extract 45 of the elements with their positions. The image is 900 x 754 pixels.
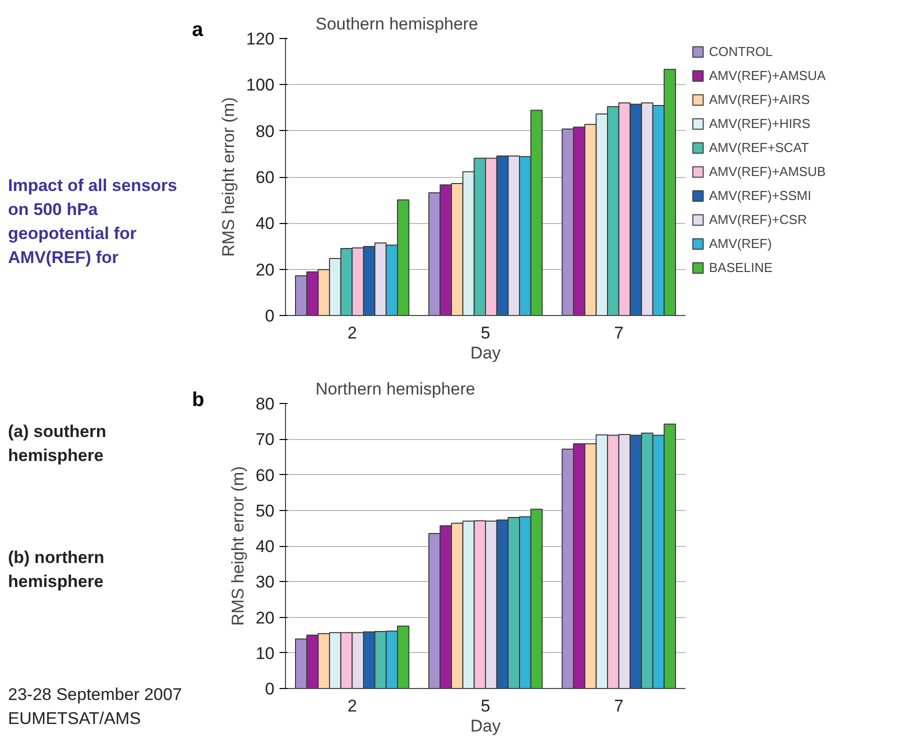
legend-label: AMV(REF)+AMSUB bbox=[709, 164, 826, 179]
y-tick-label: 40 bbox=[256, 537, 275, 556]
legend-label: AMV(REF)+HIRS bbox=[709, 116, 810, 131]
y-tick-label: 10 bbox=[256, 644, 275, 663]
legend-label: AMV(REF)+AIRS bbox=[709, 92, 810, 107]
legend-label: AMV(REF)+AMSUA bbox=[709, 68, 826, 83]
y-tick-label: 20 bbox=[256, 608, 275, 628]
legend-label: AMV(REF)+CSR bbox=[709, 212, 807, 227]
y-tick-label: 80 bbox=[256, 394, 275, 414]
y-tick-label: 0 bbox=[265, 306, 275, 326]
x-tick-label: 7 bbox=[614, 324, 624, 342]
x-tick-label: 5 bbox=[480, 696, 490, 716]
x-axis-title: Day bbox=[470, 716, 502, 736]
legend-label: BASELINE bbox=[709, 260, 773, 275]
legend-label: AMV(REF)+SSMI bbox=[709, 188, 812, 203]
y-axis-title: RMS height error (m) bbox=[228, 466, 248, 626]
y-tick-label: 20 bbox=[256, 260, 275, 280]
text: Impact of all sensors on 500 hPa geopotential for AMV(REF) for bbox=[8, 175, 178, 269]
y-tick-label: 100 bbox=[246, 76, 275, 95]
text: b bbox=[192, 388, 206, 412]
y-tick-label: 70 bbox=[256, 430, 275, 450]
y-tick-label: 50 bbox=[256, 501, 275, 520]
text: (a) southern hemisphere bbox=[8, 421, 108, 467]
legend-label: AMV(REF+SCAT bbox=[709, 140, 809, 155]
x-tick-label: 2 bbox=[347, 696, 357, 716]
x-tick-label: 2 bbox=[347, 324, 357, 342]
y-tick-label: 40 bbox=[256, 214, 275, 234]
y-tick-label: 80 bbox=[256, 122, 275, 141]
x-tick-label: 7 bbox=[614, 696, 624, 716]
y-tick-label: 60 bbox=[256, 168, 275, 187]
x-axis-title: Day bbox=[470, 344, 502, 362]
y-tick-label: 30 bbox=[256, 572, 275, 592]
y-axis-title: RMS height error (m) bbox=[219, 97, 238, 257]
y-tick-label: 120 bbox=[246, 30, 275, 48]
text: (b) northern hemisphere bbox=[8, 547, 106, 593]
text: EUMETSAT/AMS bbox=[8, 708, 142, 730]
x-tick-label: 5 bbox=[480, 324, 490, 342]
y-tick-label: 0 bbox=[265, 680, 275, 698]
chart-title: Southern hemisphere bbox=[316, 14, 478, 34]
chart-title: Northern hemisphere bbox=[316, 380, 476, 398]
text: 23-28 September 2007 bbox=[8, 684, 183, 706]
legend-label: AMV(REF) bbox=[709, 236, 772, 251]
y-tick-label: 60 bbox=[256, 466, 275, 485]
legend-label: CONTROL bbox=[709, 44, 773, 59]
text: a bbox=[192, 18, 204, 42]
